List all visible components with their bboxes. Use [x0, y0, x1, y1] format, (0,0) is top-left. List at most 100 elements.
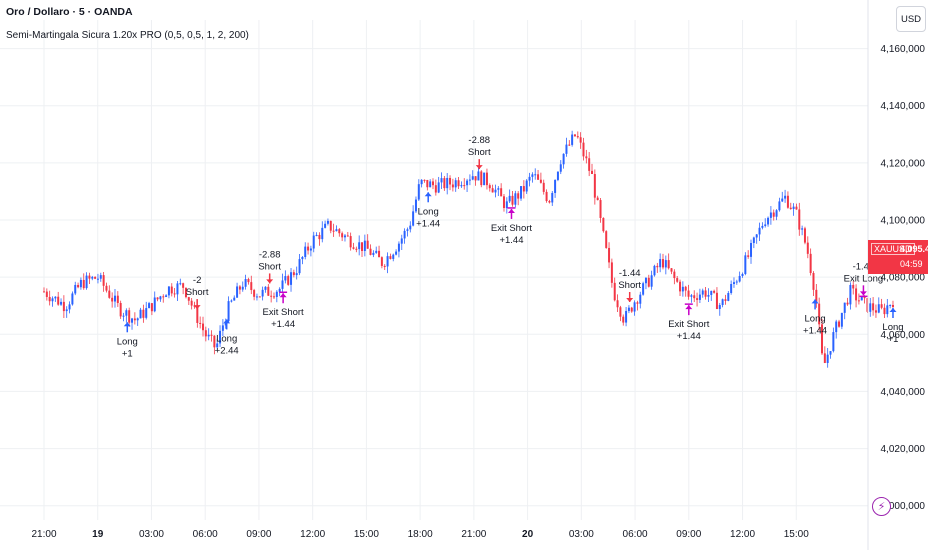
candle-body — [591, 170, 594, 175]
candle-body — [412, 211, 415, 226]
candle-body — [247, 279, 250, 283]
candle-body — [363, 240, 366, 251]
y-tick-label: 4,140,000 — [881, 101, 926, 112]
candle-body — [747, 255, 750, 257]
candle-body — [696, 298, 699, 300]
signal-long: Long+2.44 — [215, 319, 239, 356]
candle-body — [667, 260, 670, 269]
candle-body — [241, 286, 244, 290]
candle-body — [227, 301, 230, 322]
candle-body — [88, 275, 91, 279]
candle-body — [244, 279, 247, 287]
candle-body — [156, 297, 159, 300]
candle-body — [119, 302, 122, 317]
signal-arrow-head — [475, 165, 483, 170]
candle-body — [113, 295, 116, 302]
candle-body — [233, 297, 236, 301]
candle-body — [429, 181, 432, 188]
candle-body — [372, 252, 375, 255]
candle-body — [397, 243, 400, 252]
candle-body — [857, 300, 860, 302]
signal-value: +2.44 — [215, 345, 239, 356]
candle-body — [767, 217, 770, 225]
candle-body — [551, 192, 554, 203]
candle-body — [713, 290, 716, 293]
candle-body — [650, 275, 653, 287]
candle-body — [210, 334, 213, 336]
x-axis[interactable]: 21:00 19 03:00 06:00 09:00 12:00 15:00 18:00 21:… — [31, 529, 809, 540]
candle-body — [889, 304, 892, 306]
candle-body — [707, 294, 710, 297]
candle-body — [315, 234, 318, 236]
candle-body — [65, 309, 68, 312]
candle-body — [497, 188, 500, 190]
candle-body — [750, 243, 753, 257]
candle-body — [437, 182, 440, 193]
candle-body — [483, 172, 486, 186]
candle-body — [43, 291, 45, 293]
candle-body — [798, 209, 801, 230]
candle-body — [392, 254, 395, 259]
signal-label: Short — [186, 287, 209, 298]
candle-body — [755, 234, 758, 238]
candle-body — [701, 290, 704, 295]
indicator-title[interactable]: Semi-Martingala Sicura 1.20x PRO (0,5, 0… — [6, 30, 249, 41]
signal-value: +1.44 — [677, 331, 701, 342]
candle-body — [145, 308, 148, 318]
candle-body — [179, 283, 182, 285]
candle-body — [375, 250, 378, 253]
signal-label: Long — [117, 336, 138, 347]
x-tick-label: 06:00 — [193, 529, 218, 540]
candle-body — [204, 330, 207, 337]
candle-body — [326, 220, 329, 224]
candle-body — [48, 296, 51, 302]
candle-body — [826, 354, 829, 363]
candle-body — [681, 286, 684, 292]
candle-body — [661, 259, 664, 268]
candle-body — [778, 201, 781, 211]
candle-body — [91, 276, 94, 279]
candle-body — [68, 304, 71, 310]
candle-body — [485, 172, 488, 186]
candle-body — [62, 301, 65, 312]
candle-body — [520, 186, 523, 199]
candle-body — [602, 217, 605, 232]
candle-body — [608, 247, 611, 263]
candle-body — [500, 188, 503, 197]
candle-body — [477, 171, 480, 181]
candle-body — [710, 290, 713, 295]
candle-body — [128, 310, 131, 323]
candle-body — [287, 276, 290, 285]
candle-body — [880, 304, 883, 308]
signal-exit-short: Exit Short+1.44 — [668, 303, 710, 342]
currency-button[interactable]: USD — [896, 6, 926, 32]
x-tick-label: 03:00 — [139, 529, 164, 540]
candle-body — [514, 193, 517, 205]
price-tag-symbol: XAUUSD — [871, 243, 915, 255]
candle-body — [525, 180, 528, 192]
signal-arrow-head — [266, 279, 274, 284]
y-tick-label: 4,060,000 — [881, 330, 926, 341]
candle-body — [679, 281, 682, 292]
candle-body — [167, 286, 170, 296]
candle-body — [795, 206, 798, 210]
symbol-title[interactable]: Oro / Dollaro · 5 · OANDA — [6, 6, 133, 18]
signal-arrow-head — [811, 299, 819, 304]
lightning-bolt-icon[interactable]: ⚡ — [872, 497, 891, 516]
candle-body — [369, 248, 372, 255]
candle-body — [627, 307, 630, 311]
signal-arrow-head — [685, 305, 693, 310]
candle-body — [877, 304, 880, 313]
candle-body — [74, 284, 77, 294]
x-tick-label: 03:00 — [569, 529, 594, 540]
signal-value: +1 — [122, 348, 133, 359]
candle-body — [148, 303, 151, 309]
candle-body — [539, 179, 542, 183]
y-axis[interactable]: 4,000,000 4,020,000 4,040,000 4,060,000 4,08… — [867, 0, 926, 550]
signal-long: Long+1 — [117, 322, 138, 359]
signal-arrow-head — [424, 192, 432, 197]
